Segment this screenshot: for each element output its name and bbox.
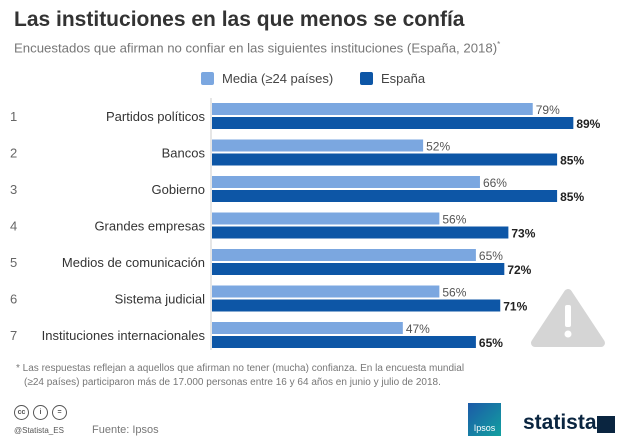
- legend-swatch: [360, 72, 373, 85]
- data-label: 56%: [442, 213, 466, 227]
- rank-label: 2: [10, 146, 17, 161]
- data-label: 47%: [406, 322, 430, 336]
- bar: [212, 139, 424, 152]
- category-label: Medios de comunicación: [62, 255, 205, 270]
- footnote-line: * Las respuestas reflejan a aquellos que…: [16, 363, 465, 374]
- data-label: 71%: [503, 300, 527, 314]
- statista-handle[interactable]: @Statista_ES: [14, 426, 64, 435]
- bar: [212, 299, 501, 312]
- bar: [212, 249, 476, 261]
- data-label: 73%: [511, 227, 535, 241]
- bar: [212, 153, 558, 166]
- bar: [212, 190, 558, 202]
- bar: [212, 226, 509, 239]
- data-label: 89%: [576, 117, 600, 131]
- category-label: Grandes empresas: [94, 219, 205, 234]
- rank-label: 5: [10, 255, 17, 270]
- data-label: 56%: [442, 286, 466, 300]
- bar: [212, 117, 574, 129]
- data-label: 72%: [507, 263, 531, 277]
- statista-logo-icon: [597, 416, 615, 433]
- data-label: 52%: [426, 140, 450, 154]
- data-label: 66%: [483, 176, 507, 190]
- subtitle-mark: *: [497, 40, 501, 49]
- bar: [212, 322, 403, 334]
- bar: [212, 285, 440, 298]
- category-label: Instituciones internacionales: [42, 328, 206, 343]
- bar: [212, 263, 505, 275]
- category-label: Sistema judicial: [115, 292, 205, 307]
- footnote-line: (≥24 países) participaron más de 17.000 …: [24, 377, 441, 388]
- rank-label: 6: [10, 292, 17, 307]
- category-label: Bancos: [162, 146, 206, 161]
- legend-item-espana: España: [360, 71, 425, 86]
- footnote: * Las respuestas reflejan a aquellos que…: [16, 362, 464, 390]
- cc-icon: cc: [14, 405, 29, 420]
- data-label: 85%: [560, 154, 584, 168]
- bar: [212, 176, 480, 188]
- rank-label: 3: [10, 182, 17, 197]
- chart-title: Las instituciones en las que menos se co…: [14, 8, 465, 31]
- data-label: 79%: [536, 103, 560, 117]
- nd-icon: =: [52, 405, 67, 420]
- ipsos-logo: Ipsos: [468, 403, 501, 436]
- legend-label: Media (≥24 países): [222, 71, 334, 86]
- legend-swatch: [201, 72, 214, 85]
- data-label: 65%: [479, 336, 503, 350]
- source[interactable]: Fuente: Ipsos: [92, 424, 159, 436]
- subtitle-text: Encuestados que afirman no confiar en la…: [14, 40, 498, 56]
- legend-item-media: Media (≥24 países): [201, 71, 333, 86]
- legend-label: España: [381, 71, 426, 86]
- rank-label: 1: [10, 109, 17, 124]
- category-label: Partidos políticos: [106, 109, 205, 124]
- data-label: 65%: [479, 249, 503, 263]
- chart-subtitle: Encuestados que afirman no confiar en la…: [14, 40, 500, 55]
- bar: [212, 103, 533, 115]
- warning-triangle-icon: [531, 289, 605, 347]
- rank-label: 7: [10, 328, 17, 343]
- rank-label: 4: [10, 219, 17, 234]
- cc-license-icons[interactable]: cc i =: [14, 405, 67, 420]
- category-label: Gobierno: [152, 182, 205, 197]
- by-icon: i: [33, 405, 48, 420]
- data-label: 85%: [560, 190, 584, 204]
- bar: [212, 336, 476, 348]
- bar: [212, 212, 440, 225]
- statista-logo[interactable]: statista: [523, 411, 597, 434]
